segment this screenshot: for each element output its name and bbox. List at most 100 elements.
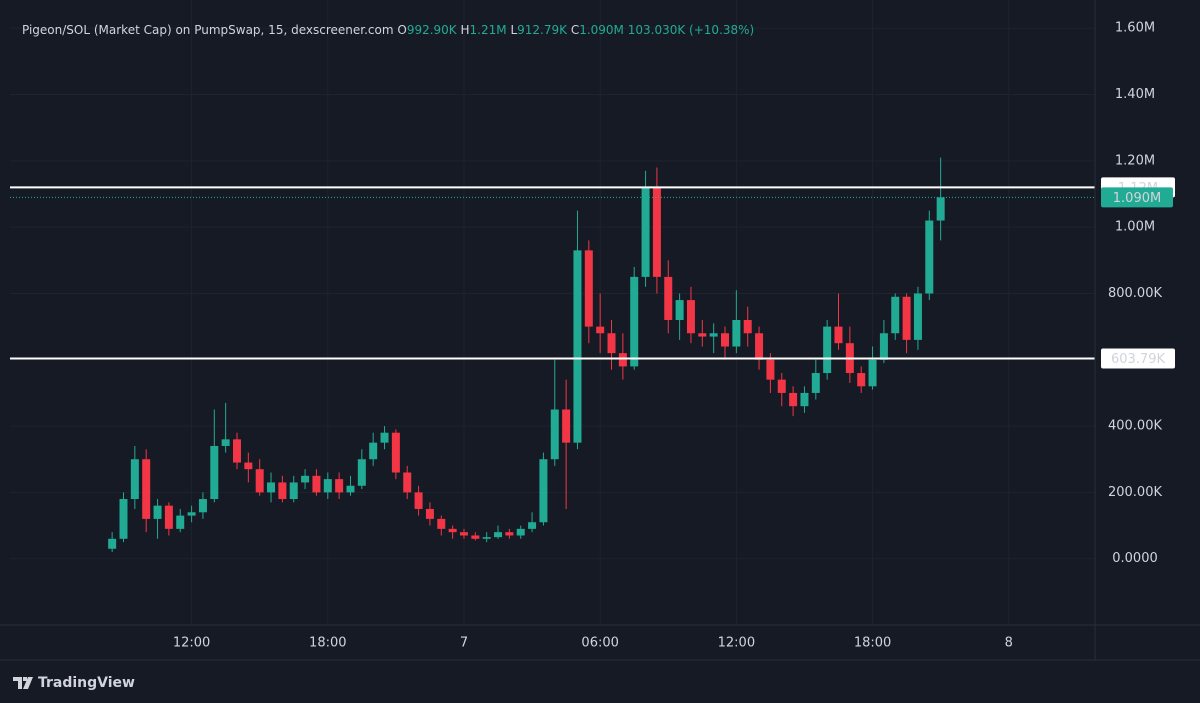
candle-body (698, 333, 707, 337)
candle-body (641, 187, 650, 277)
candles (108, 157, 945, 553)
candle-body (732, 319, 741, 347)
y-tick-label: 0.0000 (1112, 551, 1158, 566)
brand-name: TradingView (38, 675, 135, 691)
candle-body (232, 439, 241, 463)
ohlc-value: 1.090M (579, 23, 624, 37)
candle-body (335, 479, 344, 493)
candle-body (936, 197, 945, 221)
candle-body (913, 293, 922, 340)
candle-body (584, 250, 593, 327)
candle-body (709, 333, 718, 337)
candle-body (686, 300, 695, 334)
y-tick-label: 1.40M (1115, 87, 1155, 102)
candle-body (153, 505, 162, 519)
ohlc-value: 912.79K (517, 23, 568, 37)
ohlc-label: O (397, 23, 406, 37)
candle-body (289, 482, 298, 500)
ohlc-label: L (510, 23, 517, 37)
x-tick-label: 12:00 (718, 636, 755, 651)
candle-body (675, 300, 684, 320)
candle-body (448, 528, 457, 533)
candle-body (221, 439, 230, 446)
candle-body (664, 276, 673, 320)
header: Pigeon/SOL (Market Cap) on PumpSwap, 15,… (22, 23, 754, 37)
overlay: 0.0000 200.00K 400.00K 800.00K 1.00M 1.20M 1.4… (10, 21, 1175, 651)
price-line-tag (1101, 348, 1175, 369)
candle-body (562, 409, 571, 443)
candle-body (607, 333, 616, 354)
candle-body (777, 379, 786, 393)
price-line-label: 603.79K (1111, 352, 1165, 367)
candle-body (346, 485, 355, 493)
candle-body (891, 296, 900, 334)
candle-body (857, 373, 866, 387)
candle-body (721, 333, 730, 347)
ohlc-value: 1.21M (470, 23, 507, 37)
candle-body (743, 319, 752, 334)
candle-body (198, 499, 207, 513)
candle-body (130, 459, 139, 500)
candle-body (573, 250, 582, 443)
candle-body (108, 538, 117, 549)
candle-body (811, 373, 820, 393)
candle-body (244, 462, 253, 470)
candle-body (471, 535, 480, 539)
logo-icon (13, 677, 33, 689)
candle-body (618, 353, 627, 367)
candle-body (652, 187, 661, 277)
y-tick-label: 800.00K (1108, 286, 1162, 301)
candle-body (755, 333, 764, 360)
ohlc-value: 992.90K (407, 23, 458, 37)
candle-body (494, 532, 503, 538)
header-title: Pigeon/SOL (Market Cap) on PumpSwap, 15,… (22, 23, 394, 37)
y-tick-label: 200.00K (1108, 485, 1162, 500)
candle-body (868, 359, 877, 387)
y-tick-label: 400.00K (1108, 419, 1162, 434)
candle-body (482, 537, 491, 539)
candle-body (630, 276, 639, 367)
candle-body (505, 532, 514, 536)
candle-body (879, 333, 888, 360)
candle-body (437, 518, 446, 529)
x-tick-label: 06:00 (581, 636, 618, 651)
candle-body (823, 326, 832, 374)
candle-body (301, 475, 310, 483)
candle-body (380, 432, 389, 443)
candle-body (357, 459, 366, 486)
y-tick-label: 1.20M (1115, 153, 1155, 168)
candle-body (925, 220, 934, 294)
candle-body (164, 505, 173, 529)
candle-body (323, 479, 332, 493)
brand-logo: TradingView (13, 675, 135, 691)
candle-body (834, 326, 843, 344)
last-price-label: 1.090M (1113, 191, 1161, 206)
candle-body (255, 469, 264, 493)
candle-body (766, 359, 775, 380)
last-price-tag (1101, 187, 1173, 208)
x-tick-label: 18:00 (854, 636, 891, 651)
candle-body (800, 392, 809, 407)
candle-body (528, 522, 537, 529)
candle-body (539, 459, 548, 523)
candle-body (789, 392, 798, 407)
candle-body (902, 296, 911, 340)
candle-body (267, 482, 276, 493)
candle-body (550, 409, 559, 460)
candle-body (516, 528, 525, 536)
candle-body (119, 499, 128, 539)
candle-body (369, 442, 378, 460)
candle-body (459, 532, 468, 536)
candle-body (142, 459, 151, 519)
ohlc-label: C (571, 23, 579, 37)
candle-body (391, 432, 400, 473)
x-tick-label: 12:00 (173, 636, 210, 651)
y-tick-label: 1.00M (1115, 220, 1155, 235)
candle-body (210, 445, 219, 500)
candle-body (403, 472, 412, 493)
candle-body (176, 515, 185, 529)
x-tick-label: 18:00 (309, 636, 346, 651)
ohlc-label: H (461, 23, 470, 37)
x-tick-label: 7 (460, 636, 468, 651)
